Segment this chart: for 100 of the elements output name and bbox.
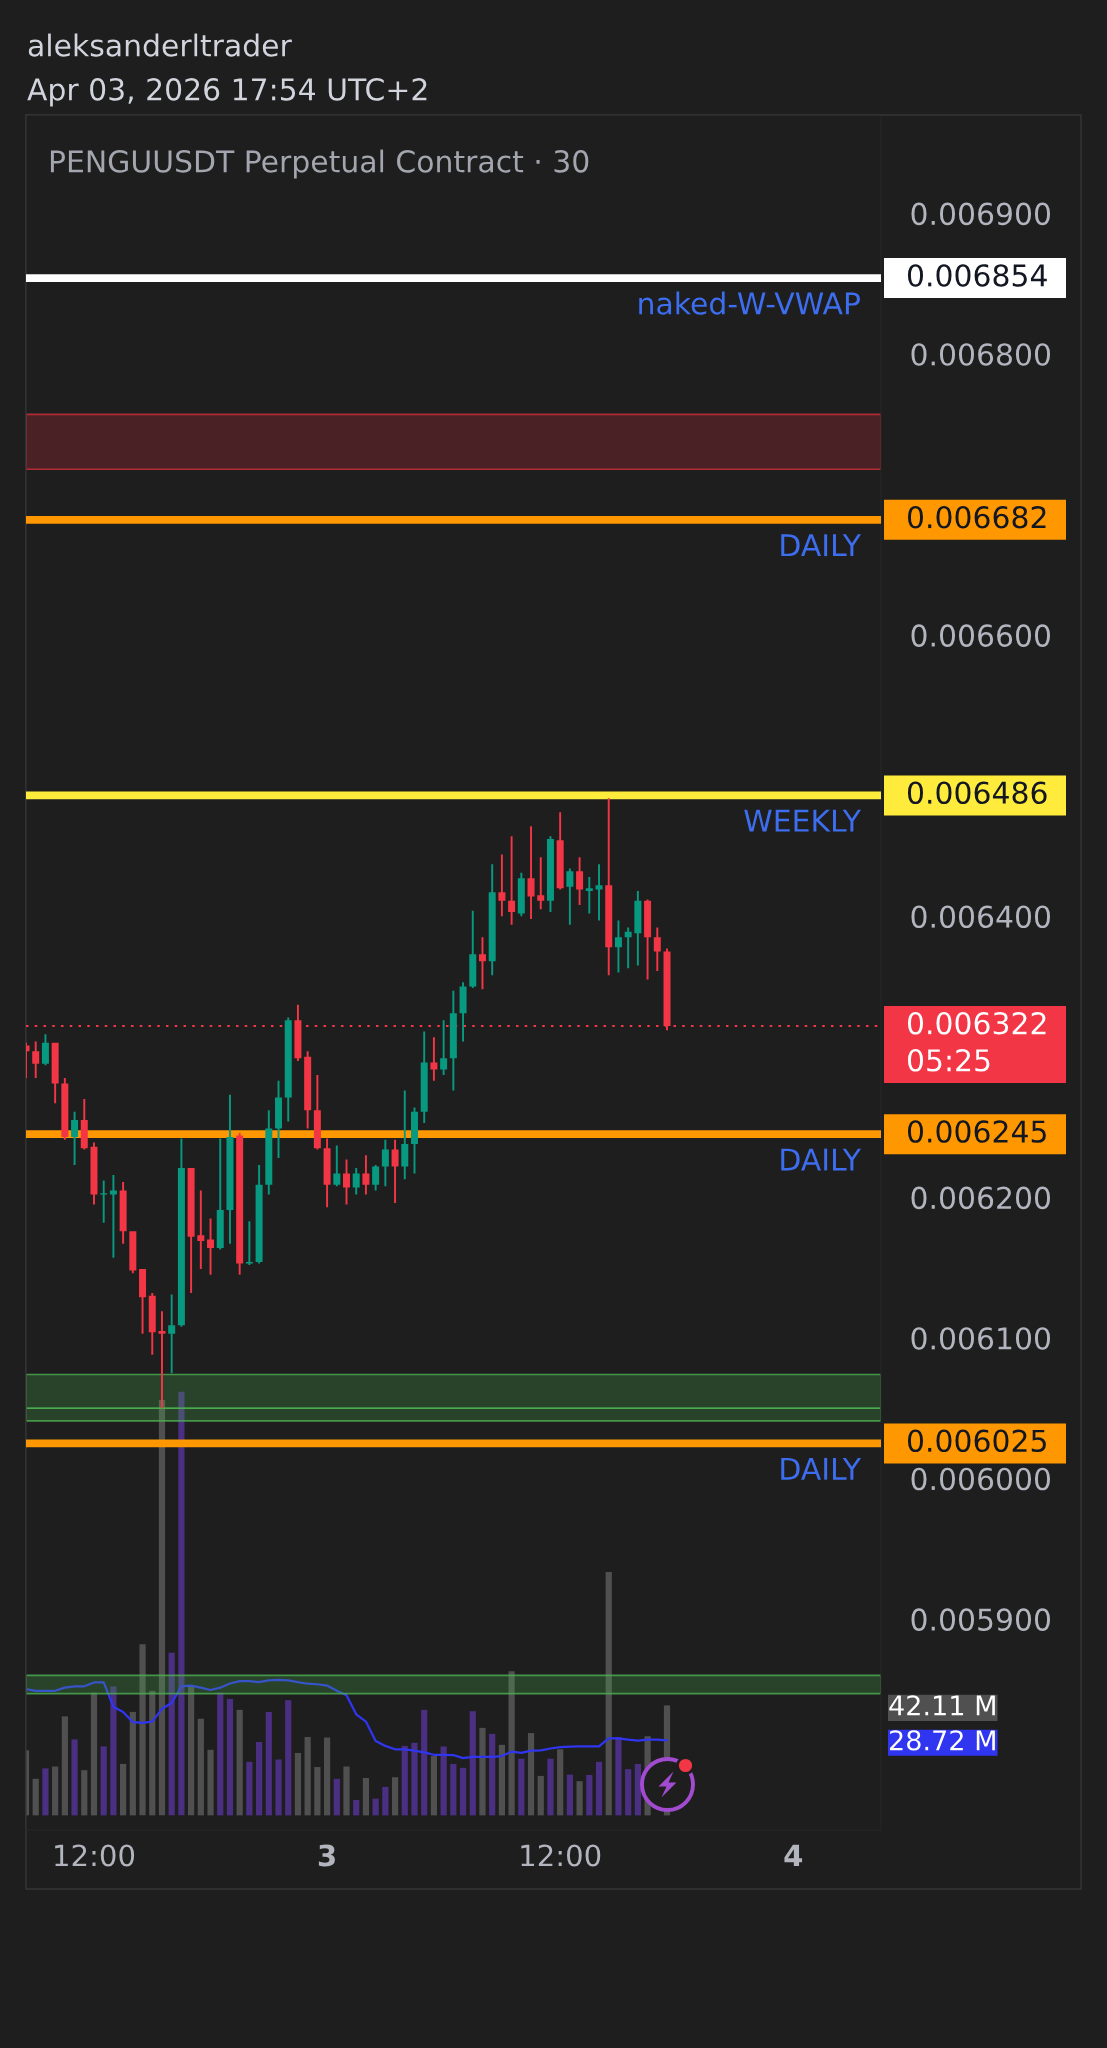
bar — [42, 1768, 49, 1816]
y-tick-label: 0.006900 — [911, 202, 1051, 226]
bar — [197, 1718, 204, 1816]
bar — [90, 1692, 98, 1816]
bar — [314, 1767, 321, 1816]
bar — [188, 1685, 195, 1816]
annotation: 0.006486 — [907, 781, 1047, 805]
y-tick-label: 0.006600 — [911, 624, 1051, 647]
annotation: 0.006854 — [907, 264, 1047, 287]
y2-tick-label: 28.72 M — [889, 1730, 995, 1751]
bar — [178, 1391, 185, 1816]
bar — [343, 1766, 350, 1816]
annotation: 0.006245 — [907, 1120, 1046, 1143]
bar — [469, 1711, 476, 1816]
bar — [450, 1763, 457, 1816]
bar — [459, 1767, 467, 1816]
bar — [479, 1727, 486, 1816]
bar — [304, 1737, 311, 1816]
bar — [625, 1769, 632, 1816]
bar — [362, 1778, 370, 1816]
bar — [294, 1752, 302, 1816]
ref-line-label: DAILY — [781, 1457, 862, 1480]
candlestick — [109, 1174, 117, 1258]
bar — [605, 1571, 612, 1816]
text: PENGUUSDT Perpetual Contract · 30 — [50, 149, 589, 179]
y-tick-label: 0.006200 — [911, 1186, 1051, 1210]
bar — [557, 1749, 564, 1816]
bar — [372, 1798, 379, 1816]
bar — [401, 1745, 408, 1816]
bar — [81, 1770, 88, 1816]
bar — [100, 1746, 107, 1816]
bar — [255, 1741, 263, 1816]
bar — [430, 1756, 438, 1816]
bar — [52, 1766, 59, 1816]
bar — [508, 1671, 515, 1816]
y-tick-label: 0.005900 — [911, 1608, 1051, 1631]
candlestick — [430, 1037, 438, 1081]
candlestick — [585, 876, 593, 914]
annotation: 0.006322 — [907, 1012, 1046, 1035]
bar — [61, 1716, 68, 1816]
bar — [285, 1700, 292, 1816]
ref-line-label: naked-W-VWAP — [639, 291, 860, 315]
bar — [634, 1763, 641, 1816]
bar — [246, 1761, 253, 1816]
bar — [595, 1761, 603, 1816]
bar — [226, 1698, 234, 1816]
bar — [333, 1778, 340, 1816]
bar — [527, 1733, 535, 1816]
text: Apr 03, 2026 17:54 UTC+2 — [27, 78, 427, 107]
candlestick — [527, 826, 535, 920]
bar — [323, 1737, 331, 1816]
bar — [139, 1644, 146, 1816]
ref-line-label: DAILY — [781, 1148, 862, 1171]
x-tick-label: 4 — [784, 1844, 803, 1867]
bar — [149, 1690, 156, 1816]
bar — [576, 1781, 583, 1816]
bar — [275, 1759, 282, 1816]
annotation: 0.006682 — [907, 505, 1046, 529]
candlestick — [614, 920, 622, 973]
bar — [566, 1774, 573, 1816]
bar — [217, 1692, 224, 1816]
bar — [547, 1758, 554, 1816]
bar — [110, 1686, 117, 1816]
candlestick — [168, 1294, 176, 1374]
line-series — [26, 1678, 669, 1760]
bar — [71, 1739, 78, 1816]
x-tick-label: 12:00 — [55, 1844, 135, 1867]
text: aleksanderltrader — [28, 33, 292, 57]
ref-line-label: WEEKLY — [744, 809, 862, 832]
candlestick — [158, 1311, 166, 1409]
bar — [32, 1778, 39, 1816]
bar — [265, 1711, 272, 1816]
bar — [391, 1777, 399, 1816]
bar — [537, 1775, 544, 1816]
bar — [353, 1799, 360, 1816]
bar — [120, 1763, 127, 1816]
candlestick — [595, 864, 603, 921]
bar — [440, 1746, 447, 1816]
candlestick — [498, 854, 506, 917]
bar — [129, 1711, 136, 1816]
bar — [421, 1709, 428, 1816]
candlestick — [100, 1180, 108, 1223]
bar — [615, 1737, 622, 1816]
y-tick-label: 0.006000 — [911, 1467, 1051, 1491]
candlestick — [197, 1190, 205, 1270]
bar — [411, 1742, 418, 1816]
x-tick-label: 12:00 — [521, 1844, 601, 1867]
x-tick-label: 3 — [318, 1844, 335, 1867]
bar — [498, 1744, 506, 1816]
candlestick — [508, 836, 516, 925]
ref-line-label: DAILY — [781, 534, 862, 557]
y-tick-label: 0.006800 — [911, 343, 1051, 366]
bar — [158, 1400, 166, 1816]
bar — [382, 1786, 389, 1816]
y2-tick-label: 42.11 M — [889, 1695, 995, 1716]
annotation: 05:25 — [907, 1049, 990, 1072]
annotation: 0.006025 — [907, 1429, 1046, 1453]
bar — [586, 1774, 593, 1816]
y-tick-label: 0.006400 — [911, 905, 1051, 929]
bar — [518, 1758, 525, 1816]
